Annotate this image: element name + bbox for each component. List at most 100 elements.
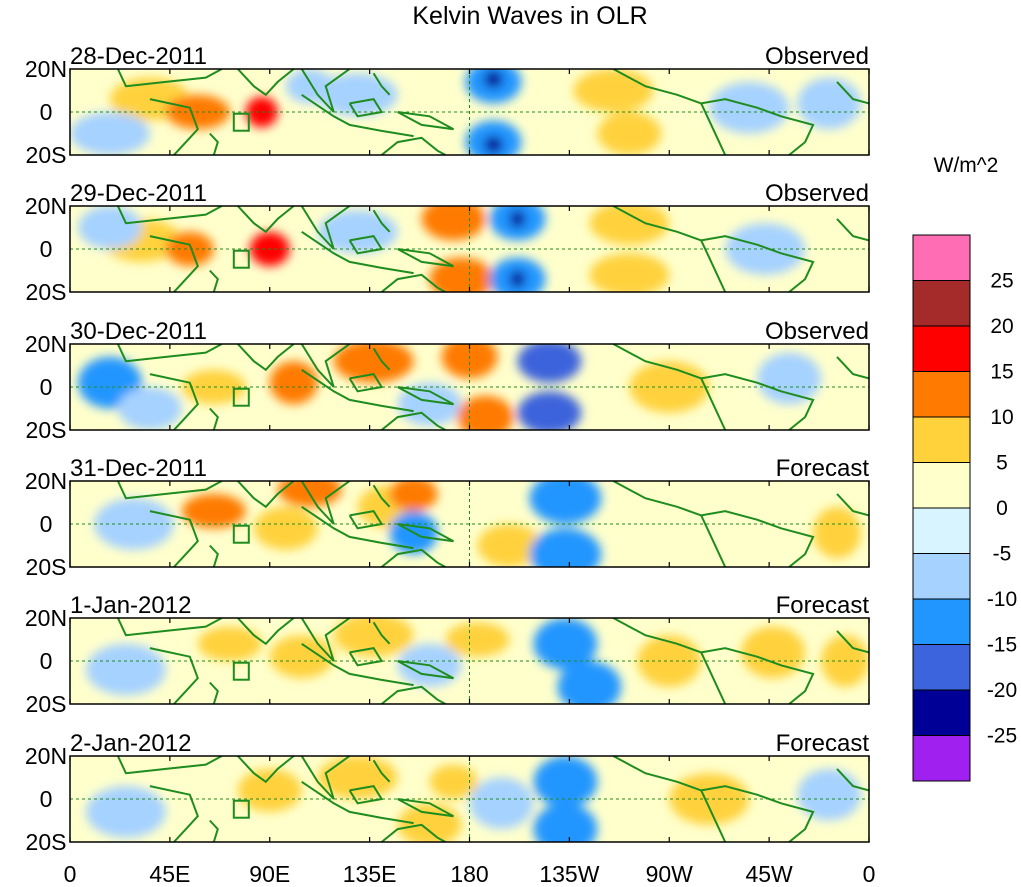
coastlines (116, 206, 869, 292)
anomaly-blob (441, 344, 498, 379)
anomaly-blob (757, 352, 822, 405)
anomaly-blob (533, 756, 598, 808)
x-tick: 0 (64, 861, 77, 887)
x-tick: 135W (539, 861, 599, 887)
colorbar-tick: 25 (990, 270, 1013, 293)
colorbar-tick: -25 (987, 725, 1017, 748)
coastline (300, 756, 351, 800)
panel: 20N 0 20S 29-Dec-2011 Observed (25, 180, 870, 305)
panel: 20N 0 20S 28-Dec-2011 Observed (25, 43, 870, 168)
colorbar-swatch (912, 462, 971, 509)
coastline (209, 681, 219, 704)
x-tick: 45E (149, 861, 190, 887)
coastline (700, 789, 727, 842)
chart-title: Kelvin Waves in OLR (412, 2, 647, 30)
anomaly-blob (253, 506, 318, 550)
coastline (300, 618, 351, 662)
colorbar-tick: -15 (987, 634, 1017, 657)
anomaly-blob (181, 369, 246, 405)
y-tick: 20S (26, 691, 67, 717)
anomaly-blob (477, 524, 542, 567)
coastline (701, 510, 815, 567)
colorbar-swatch (912, 598, 971, 645)
coastline (209, 132, 219, 155)
coastline (237, 344, 295, 372)
y-tick: 20N (25, 331, 67, 357)
coastline (380, 548, 446, 567)
coastline (301, 230, 414, 275)
coastline (300, 344, 351, 388)
anomaly-blob (517, 391, 582, 430)
colorbar-swatch (912, 416, 971, 463)
coastline (372, 621, 391, 645)
colorbar-swatch (912, 689, 971, 736)
panel: 20N 0 20S 30-Dec-2011 Observed (25, 318, 870, 443)
coastline (397, 111, 454, 131)
coastline (700, 239, 727, 292)
colorbar-swatch (912, 280, 971, 327)
anomaly-blob (709, 81, 790, 134)
anomaly-blob (529, 481, 602, 524)
panel-status: Observed (765, 43, 869, 70)
coastline (149, 510, 199, 567)
anomaly-blob (181, 493, 246, 529)
y-tick: 20N (25, 743, 67, 769)
coastline (209, 544, 219, 567)
coastline (149, 235, 199, 292)
x-axis: 0 45E 90E 135E 180 135W 90W 45W 0 (64, 861, 876, 887)
panel-date: 1-Jan-2012 (70, 592, 191, 619)
colorbar-swatch (912, 735, 971, 782)
anomaly-blob (653, 493, 734, 546)
coastline (836, 630, 869, 654)
coastline (237, 756, 295, 784)
coastline (397, 523, 454, 543)
panel-date: 31-Dec-2011 (70, 455, 207, 482)
coastline (397, 386, 454, 406)
coastline (301, 780, 414, 825)
colorbar-swatch (912, 644, 971, 691)
y-tick: 20S (26, 417, 67, 443)
colorbar-ticks: 25 20 15 10 5 0 -5 -10 -15 -20 -25 (987, 270, 1017, 748)
colorbar-swatch (912, 371, 971, 418)
x-tick: 90W (646, 861, 694, 887)
coastline (300, 69, 351, 113)
panel-date: 29-Dec-2011 (70, 180, 207, 207)
anomaly-blob (197, 626, 262, 661)
anomaly-blob (269, 361, 318, 405)
anomaly-blob (483, 136, 504, 154)
index-box (232, 661, 250, 681)
coastline (300, 481, 351, 525)
x-tick: 0 (863, 861, 876, 887)
coastline (372, 484, 391, 508)
coastline (380, 136, 446, 155)
coastline (397, 798, 454, 818)
anomaly-blob (317, 210, 398, 254)
anomaly-blob (245, 96, 278, 128)
coastline (301, 93, 414, 138)
anomaly-blob (237, 768, 302, 812)
coastline (380, 273, 446, 292)
colorbar-units: W/m^2 (934, 154, 999, 177)
coastline (209, 407, 219, 430)
coastline (237, 481, 295, 509)
colorbar-tick: -5 (993, 543, 1012, 566)
y-tick: 0 (40, 99, 53, 125)
y-tick: 20S (26, 554, 67, 580)
anomaly-blob (457, 395, 514, 430)
coastline (372, 72, 391, 96)
anomaly-blob (797, 77, 862, 130)
coastline (116, 756, 223, 775)
x-tick: 45W (745, 861, 793, 887)
colorbar-swatch (912, 507, 971, 554)
coastline (700, 514, 727, 567)
y-tick: 20N (25, 605, 67, 631)
panel-status: Forecast (776, 592, 870, 619)
coastline (700, 377, 727, 430)
coastline (301, 368, 414, 413)
anomaly-blob (317, 73, 398, 117)
coastline (380, 823, 446, 842)
anomaly-blob (813, 506, 862, 559)
coastline (612, 206, 702, 242)
anomaly-blob (637, 635, 702, 687)
anomaly-blob (445, 622, 510, 657)
